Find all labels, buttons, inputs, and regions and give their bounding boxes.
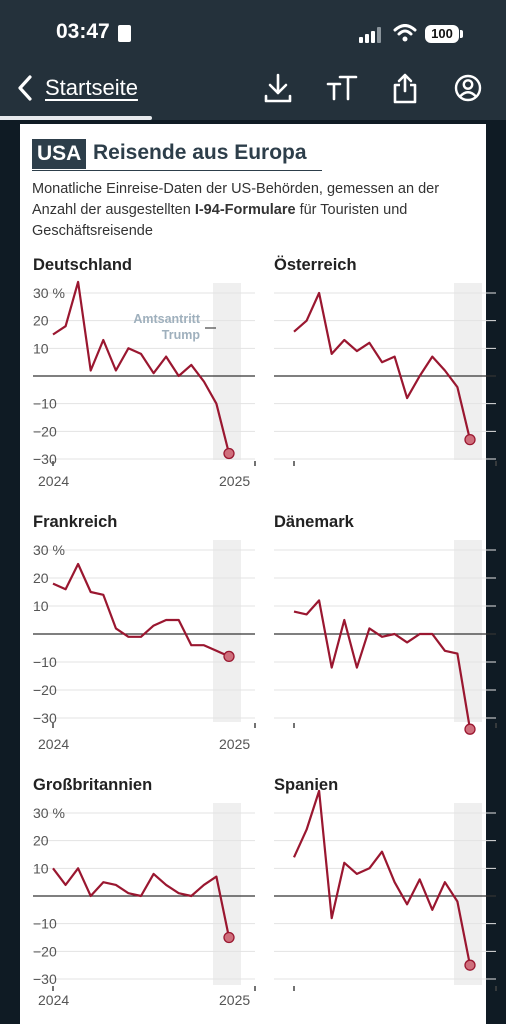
panel-2-last-point [464, 433, 476, 446]
country-badge: USA [32, 139, 87, 169]
panel-3-xlabel-start: 2024 [38, 736, 69, 752]
back-link[interactable]: Startseite [45, 75, 138, 100]
panel-3-last-point [223, 650, 235, 663]
panel-3-ytick-label: −20 [33, 682, 57, 698]
panel-1-ytick-label: 30 % [33, 285, 65, 301]
panel-2-series-line [293, 291, 472, 440]
panel-3-shaded-period [213, 540, 241, 722]
subtitle-text-end: für Touristen und Geschäftsreisende [32, 202, 408, 239]
panel-5-ytick-label: 10 [33, 860, 49, 876]
chart-headline: Reisende aus Europa [93, 141, 307, 164]
panel-3-title: Frankreich [33, 513, 117, 531]
focus-mode-icon [118, 25, 131, 42]
panel-1-last-point [223, 447, 235, 460]
battery-icon: 100 [425, 25, 459, 43]
panel-5-ytick-label: 30 % [33, 805, 65, 821]
download-icon[interactable] [263, 72, 293, 104]
panel-5-xlabel-end: 2025 [219, 992, 250, 1008]
account-icon[interactable] [453, 72, 483, 104]
subtitle-text: Monatliche Einreise-Daten der US-Behörde… [32, 181, 440, 218]
panel-3-ytick-label: −10 [33, 654, 57, 670]
battery-tip [460, 30, 463, 38]
subtitle-bold: I-94-Formulare [194, 202, 296, 218]
annotation-line-1: Amtsantritt [133, 312, 201, 326]
panel-1-ytick-label: 20 [33, 313, 49, 329]
panel-4-shaded-period [454, 540, 482, 722]
panel-5-shaded-period [213, 803, 241, 985]
panel-5-ytick-label: −20 [33, 943, 57, 959]
panel-6-series-line [292, 789, 472, 966]
panel-6-title: Spanien [274, 776, 338, 794]
text-size-icon[interactable] [326, 72, 358, 104]
panel-3-ytick-label: −30 [33, 710, 57, 726]
panel-2-title: Österreich [274, 255, 357, 274]
share-icon[interactable] [391, 72, 419, 104]
panel-5-ytick-label: −10 [33, 916, 57, 932]
cellular-signal-icon [359, 27, 381, 43]
annotation-line-2: Trump [162, 328, 201, 342]
panel-1-ytick-label: −30 [33, 451, 57, 467]
panel-5-ytick-label: −30 [33, 971, 57, 987]
panel-1-xlabel-end: 2025 [219, 473, 250, 489]
panel-1-title: Deutschland [33, 256, 132, 274]
panel-1-xlabel-start: 2024 [38, 473, 69, 489]
panel-4-title: Dänemark [274, 513, 355, 531]
wifi-icon [393, 24, 417, 42]
panel-1-shaded-period [213, 283, 241, 460]
panel-3-ytick-label: 30 % [33, 542, 65, 558]
panel-5-series-line [52, 867, 231, 938]
panel-5-xlabel-start: 2024 [38, 992, 69, 1008]
panel-3-ytick-label: 10 [33, 598, 49, 614]
panel-5-last-point [223, 931, 235, 944]
headline-underline [32, 170, 322, 171]
status-time: 03:47 [56, 20, 110, 43]
panel-4-last-point [464, 723, 476, 735]
top-bar: 03:47 100 Startseite [0, 0, 506, 120]
panel-6-last-point [464, 959, 476, 971]
panel-1-series-line [52, 280, 231, 454]
panel-1-ytick-label: 10 [33, 340, 49, 356]
panel-3-ytick-label: 20 [33, 570, 49, 586]
panel-3-xlabel-end: 2025 [219, 736, 250, 752]
panel-1-ytick-label: −20 [33, 423, 57, 439]
panel-5-ytick-label: 20 [33, 833, 49, 849]
panel-1-ytick-label: −10 [33, 396, 57, 412]
scroll-progress-indicator [0, 116, 152, 120]
panel-4-series-line [293, 599, 472, 730]
article-card [20, 124, 486, 1024]
back-chevron-icon[interactable] [16, 74, 34, 102]
panel-5-title: Großbritannien [33, 776, 152, 794]
chart-subtitle: Monatliche Einreise-Daten der US-Behörde… [32, 179, 472, 242]
